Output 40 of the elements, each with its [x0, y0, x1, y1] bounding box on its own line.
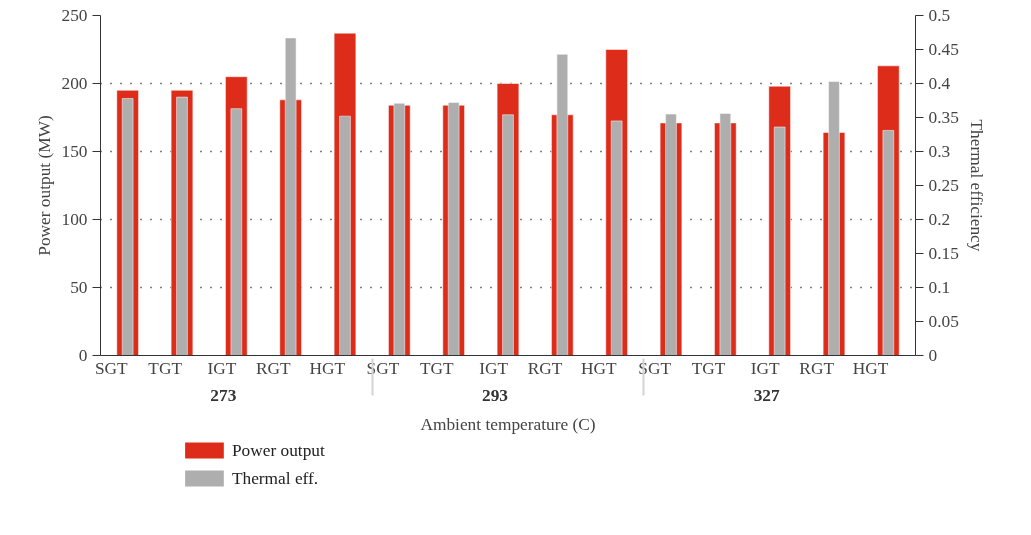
x-tick-label: SGT [638, 359, 672, 378]
y2-tick-label: 0.4 [928, 74, 951, 93]
y2-tick-label: 0.3 [928, 142, 951, 161]
y2-tick-label: 0.2 [928, 210, 951, 229]
y2-tick-label: 0.05 [928, 312, 959, 331]
x-axis-title: Ambient temperature (C) [420, 414, 596, 434]
x-tick-label: RGT [256, 359, 292, 378]
text: 293 [482, 386, 509, 405]
x-tick-label: TGT [148, 359, 183, 378]
y-tick-label: 150 [61, 142, 88, 161]
x-tick-label: SGT [94, 359, 129, 378]
x-tick-label: HGT [309, 359, 346, 378]
legend-label: Thermal eff. [231, 469, 319, 488]
x-tick-label: RGT [799, 359, 835, 378]
x-tick-label: TGT [419, 359, 455, 378]
y2-tick-label: 0.35 [928, 108, 959, 127]
y-axis-title: Power output (MW) [34, 115, 54, 256]
x-tick-label: HGT [852, 359, 889, 378]
y-tick-label: 200 [61, 74, 88, 93]
y-tick-label: 100 [61, 210, 88, 229]
y2-tick-label: 0.25 [928, 176, 959, 195]
y2-tick-label: 0.5 [928, 6, 951, 25]
x-tick-label: RGT [527, 359, 563, 378]
y2-tick-label: 0.1 [928, 278, 951, 297]
y2-tick-label: 0 [928, 346, 938, 365]
y2-tick-label: 0.15 [928, 244, 959, 263]
y-tick-label: 50 [70, 278, 88, 297]
y2-axis-title: Thermal efficiency [966, 119, 986, 252]
y-tick-label: 250 [61, 6, 88, 25]
text: 273 [210, 386, 237, 405]
x-tick-label: IGT [479, 359, 509, 378]
text: 327 [753, 386, 780, 405]
x-tick-label: IGT [750, 359, 781, 378]
y2-tick-label: 0.45 [928, 40, 959, 59]
x-tick-label: IGT [207, 359, 237, 378]
x-tick-label: TGT [691, 359, 726, 378]
y-tick-label: 0 [78, 346, 88, 365]
x-tick-label: SGT [366, 359, 400, 378]
legend-label: Power output [231, 441, 325, 460]
x-tick-label: HGT [581, 359, 618, 378]
